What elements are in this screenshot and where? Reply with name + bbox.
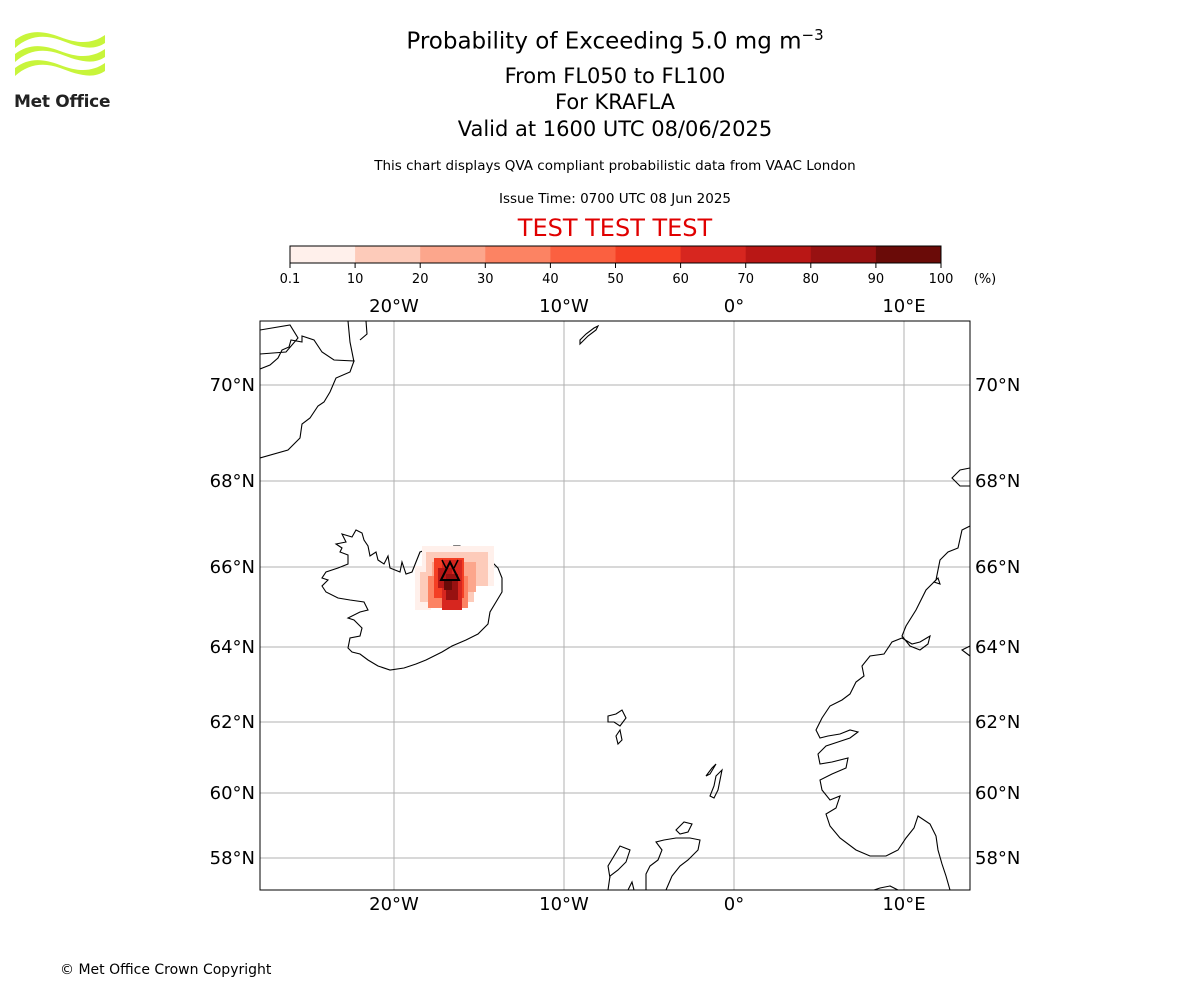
colorbar-swatch xyxy=(810,246,877,263)
flight-level-title: From FL050 to FL100 xyxy=(504,64,726,88)
lat-label-left: 62°N xyxy=(210,712,255,733)
coastline-orkney xyxy=(675,821,693,835)
colorbar-tick-label: 30 xyxy=(477,272,494,287)
colorbar-tick-label: 100 xyxy=(929,272,954,287)
colorbar-unit: (%) xyxy=(974,272,997,287)
lat-label-right: 64°N xyxy=(975,637,1020,658)
colorbar-tick-label: 50 xyxy=(607,272,624,287)
volcano-marker-icon xyxy=(439,559,461,581)
colorbar-swatch xyxy=(875,246,942,263)
lat-label-left: 66°N xyxy=(210,557,255,578)
lat-label-right: 66°N xyxy=(975,557,1020,578)
colorbar-swatch xyxy=(550,246,616,263)
colorbar-tick-label: 60 xyxy=(672,272,689,287)
volcano-title: For KRAFLA xyxy=(555,90,675,114)
lon-label-top: 10°W xyxy=(539,296,589,317)
colorbar-tick-label: 40 xyxy=(542,272,559,287)
test-banner: TEST TEST TEST xyxy=(517,214,713,242)
colorbar-tick-label: 0.1 xyxy=(280,272,301,287)
map-gridlines xyxy=(260,321,970,890)
chart-title-superscript: −3 xyxy=(801,26,824,44)
lon-label-top: 10°E xyxy=(882,296,925,317)
lat-label-left: 70°N xyxy=(210,375,255,396)
colorbar-swatch xyxy=(615,246,682,263)
coastline-norway xyxy=(815,467,970,890)
colorbar-tick-label: 80 xyxy=(803,272,820,287)
map-frame xyxy=(259,320,971,891)
description-text: This chart displays QVA compliant probab… xyxy=(374,158,856,174)
copyright-text: © Met Office Crown Copyright xyxy=(60,962,272,978)
lon-label-bottom: 20°W xyxy=(369,894,419,915)
coastline-greenland xyxy=(260,321,368,459)
lat-label-right: 70°N xyxy=(975,375,1020,396)
colorbar: 0.1 10 20 30 40 50 60 70 80 90 100 (%) xyxy=(280,245,997,287)
colorbar-tick-label: 20 xyxy=(412,272,429,287)
map-panel: 20°W 10°W 0° 10°E 20°W 10°W 0° 10°E 70°N… xyxy=(210,296,1021,915)
chart-title: Probability of Exceeding 5.0 mg m−3 xyxy=(215,26,1015,55)
coastline-shetland xyxy=(705,763,723,799)
colorbar-swatch xyxy=(355,246,421,263)
lat-label-right: 58°N xyxy=(975,848,1020,869)
colorbar-swatch xyxy=(290,246,356,263)
lon-label-top: 20°W xyxy=(369,296,419,317)
lat-label-right: 60°N xyxy=(975,783,1020,804)
met-office-waves-icon xyxy=(15,32,105,76)
logo-text: Met Office xyxy=(14,92,111,112)
colorbar-swatches xyxy=(290,246,942,263)
colorbar-ticks: 0.1 10 20 30 40 50 60 70 80 90 100 xyxy=(280,263,954,287)
colorbar-tick-label: 10 xyxy=(347,272,364,287)
colorbar-swatch xyxy=(420,246,486,263)
issue-time-text: Issue Time: 0700 UTC 08 Jun 2025 xyxy=(499,191,731,207)
colorbar-swatch xyxy=(485,246,551,263)
coastline-iceland xyxy=(321,529,503,671)
colorbar-tick-label: 70 xyxy=(737,272,754,287)
valid-time-title: Valid at 1600 UTC 08/06/2025 xyxy=(457,117,773,141)
lat-label-left: 68°N xyxy=(210,471,255,492)
colorbar-tick-label: 90 xyxy=(868,272,885,287)
coastline-faroe xyxy=(607,709,627,746)
lat-label-left: 64°N xyxy=(210,637,255,658)
met-office-logo: Met Office xyxy=(14,30,114,116)
probability-field xyxy=(415,546,494,610)
colorbar-swatch xyxy=(680,246,747,263)
lon-label-top: 0° xyxy=(724,296,744,317)
lat-label-left: 58°N xyxy=(210,848,255,869)
lat-label-right: 62°N xyxy=(975,712,1020,733)
coastline-norway-islands xyxy=(932,576,970,657)
coastline-jan-mayen xyxy=(579,324,600,346)
chart-title-main: Probability of Exceeding 5.0 mg m xyxy=(406,28,802,55)
lon-label-bottom: 10°E xyxy=(882,894,925,915)
coastline-scotland xyxy=(607,837,701,890)
lon-label-bottom: 0° xyxy=(724,894,744,915)
lat-label-right: 68°N xyxy=(975,471,1020,492)
lon-label-bottom: 10°W xyxy=(539,894,589,915)
lat-label-left: 60°N xyxy=(210,783,255,804)
colorbar-swatch xyxy=(745,246,812,263)
map-axis-labels: 20°W 10°W 0° 10°E 20°W 10°W 0° 10°E 70°N… xyxy=(210,296,1021,915)
